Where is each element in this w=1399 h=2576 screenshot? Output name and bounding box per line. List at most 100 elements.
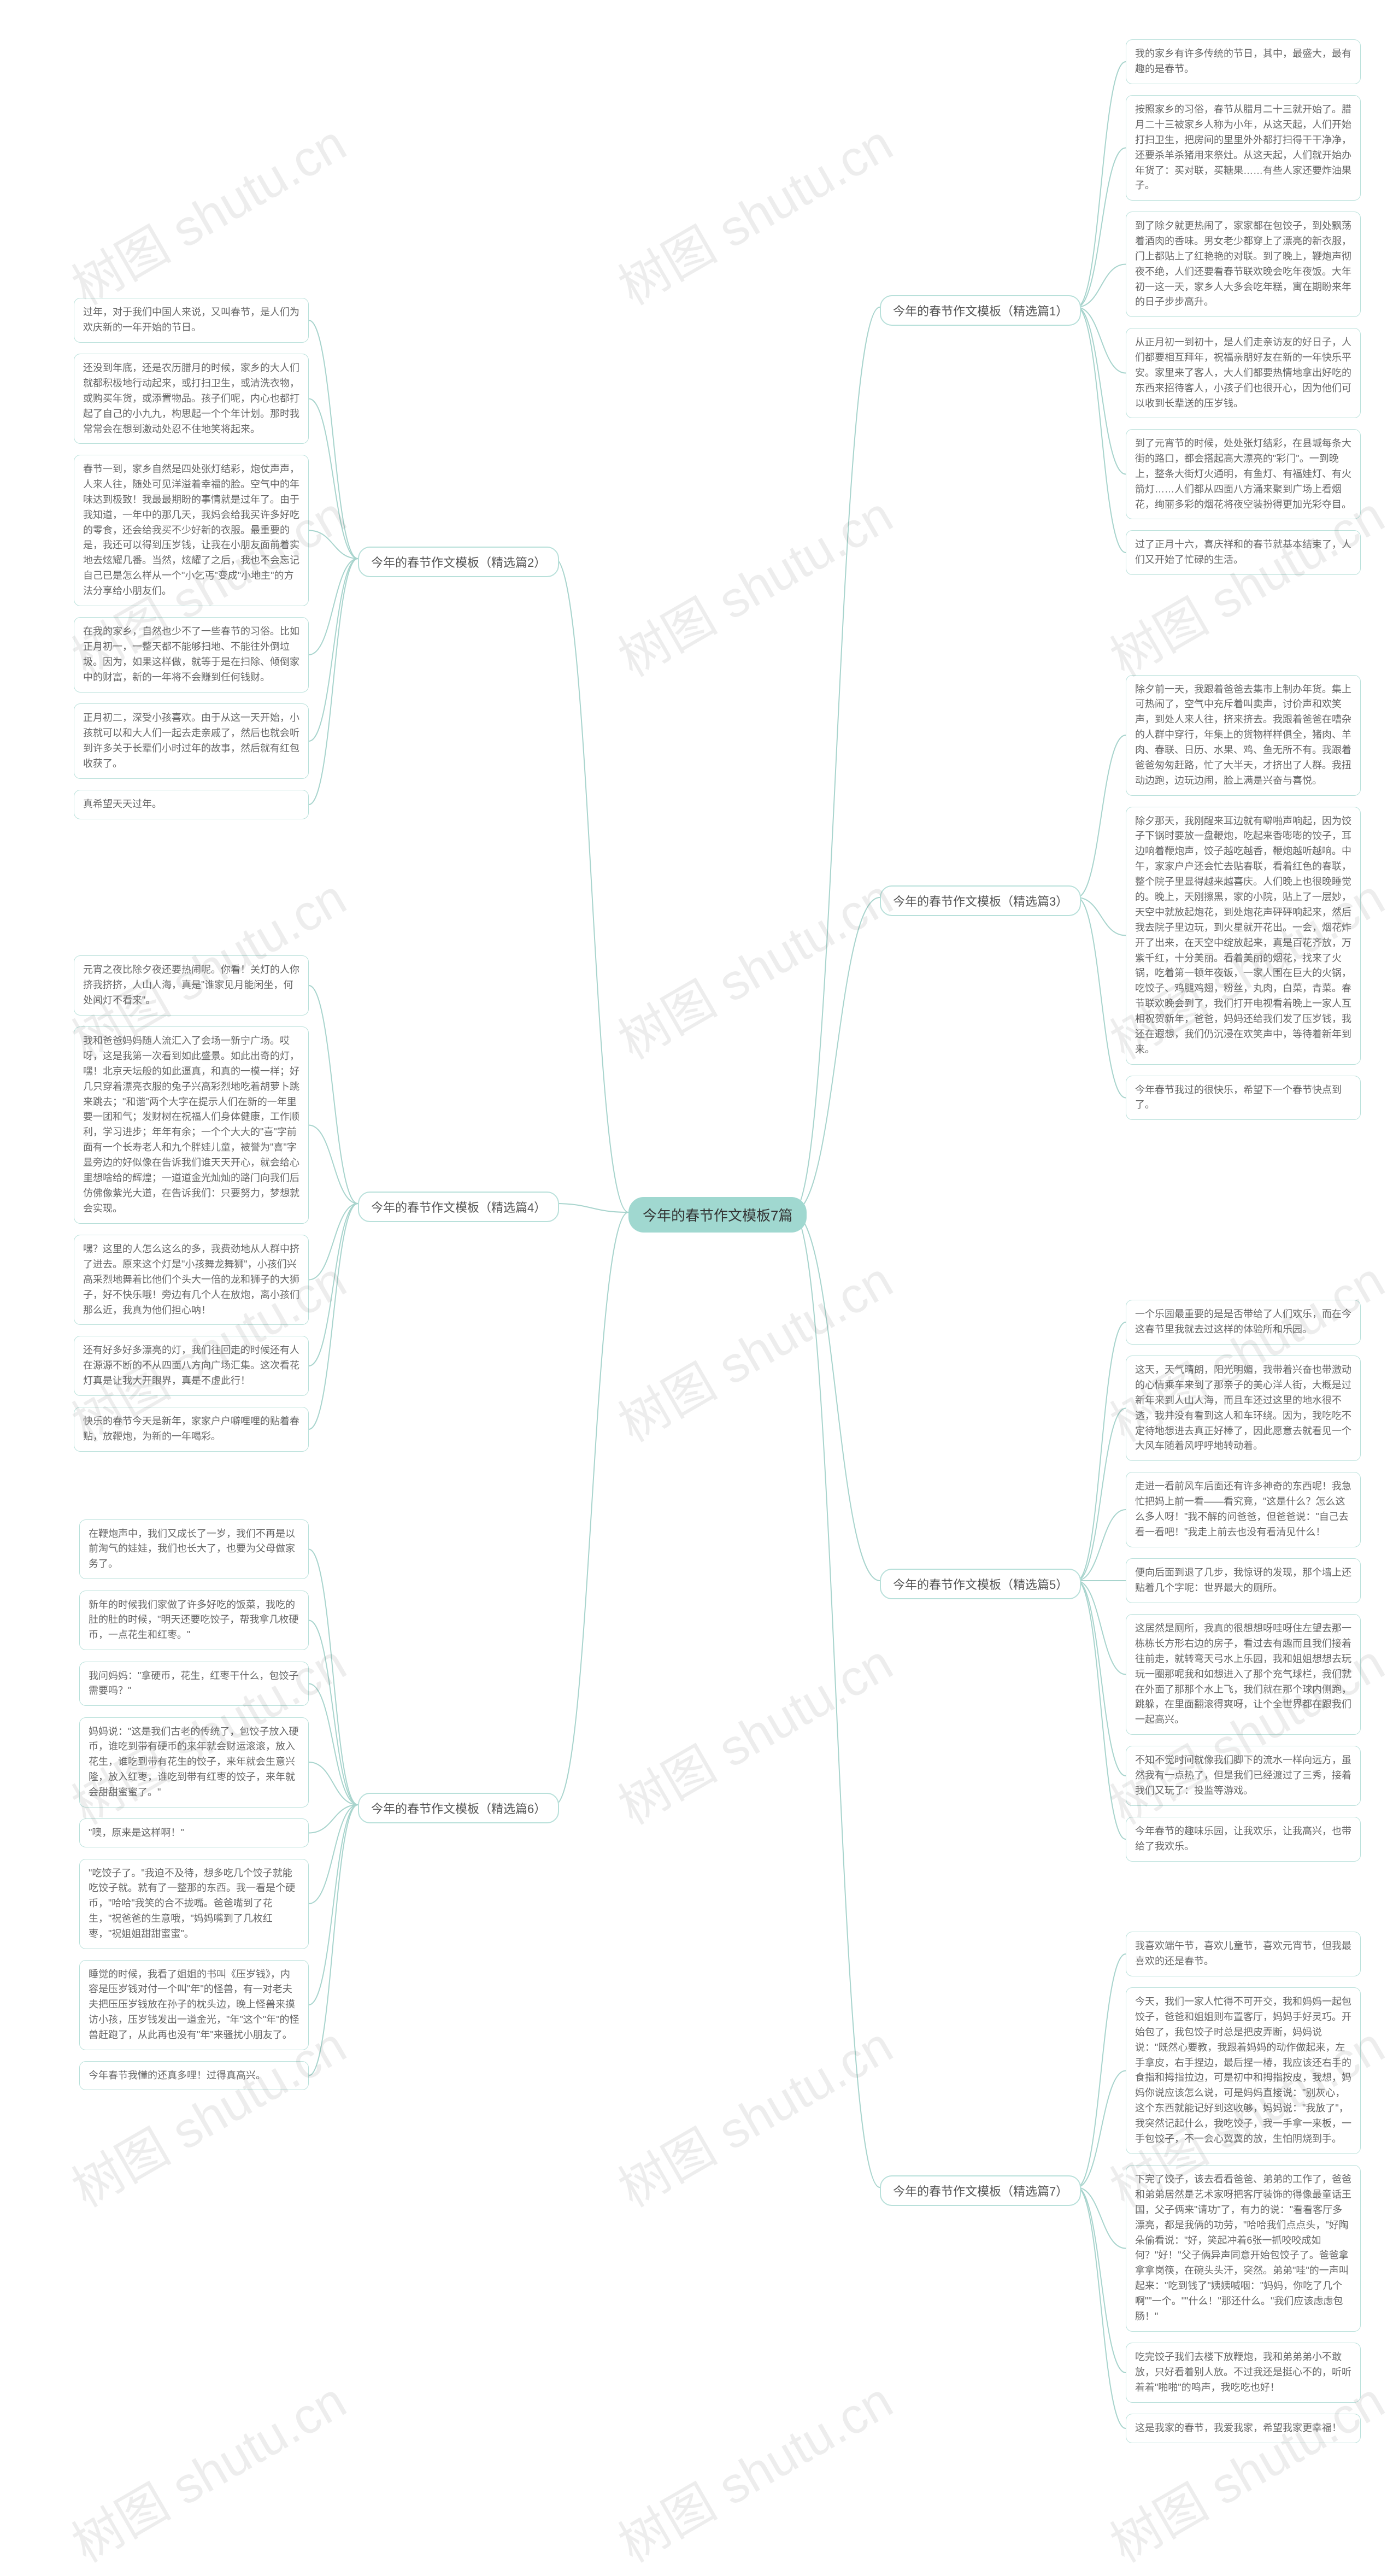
leaf-text: 今天，我们一家人忙得不可开交，我和妈妈一起包饺子，爸爸和姐姐则布置客厅，妈妈手好…: [1135, 1996, 1351, 2144]
leaf-node: 今年春节我懂的还真多哩！过得真高兴。: [79, 2061, 309, 2091]
leaf-node: 走进一看前风车后面还有许多神奇的东西呢！我急忙把妈上前一看——看究竟，"这是什么…: [1126, 1472, 1361, 1547]
leaf-text: 这天，天气晴朗，阳光明媚，我带着兴奋也带激动的心情乘车来到了那亲子的美心洋人街，…: [1135, 1364, 1351, 1451]
watermark: 树图 shutu.cn: [603, 2006, 903, 2221]
leaf-text: 到了除夕就更热闹了，家家都在包饺子，到处飘荡着酒肉的香味。男女老少都穿上了漂亮的…: [1135, 220, 1351, 307]
leaf-text: 还没到年底，还是农历腊月的时候，家乡的大人们就都积极地行动起来，或打扫卫生，或清…: [83, 362, 299, 435]
leaf-node: 便向后面到退了几步，我惊讶的发现，那个墙上还贴着几个字呢：世界最大的厕所。: [1126, 1558, 1361, 1603]
leaf-text: 在鞭炮声中，我们又成长了一岁，我们不再是以前淘气的娃娃，我们也长大了，也要为父母…: [89, 1528, 295, 1570]
branch-node: 今年的春节作文模板（精选篇2）: [358, 547, 559, 577]
branch-label: 今年的春节作文模板（精选篇1）: [893, 304, 1068, 318]
leaf-node: 还没到年底，还是农历腊月的时候，家乡的大人们就都积极地行动起来，或打扫卫生，或清…: [74, 354, 309, 444]
leaf-text: 吃完饺子我们去楼下放鞭炮，我和弟弟弟小不敢放，只好看着别人放。不过我还是挺心不的…: [1135, 2351, 1351, 2393]
branch-node: 今年的春节作文模板（精选篇5）: [880, 1569, 1081, 1599]
leaf-text: 我和爸爸妈妈随人流汇入了会场一新宁广场。哎呀，这是我第一次看到如此盛景。如此出奇…: [83, 1035, 299, 1214]
leaf-text: "噢，原来是这样啊！": [89, 1827, 184, 1838]
leaf-node: "噢，原来是这样啊！": [79, 1818, 309, 1848]
leaf-node: 真希望天天过年。: [74, 790, 309, 819]
branch-label: 今年的春节作文模板（精选篇6）: [371, 1802, 546, 1816]
leaf-node: 我喜欢端午节，喜欢儿童节，喜欢元宵节，但我最喜欢的还是春节。: [1126, 1932, 1361, 1976]
leaf-text: 到了元宵节的时候，处处张灯结彩，在县城每条大街的路口，都会搭起高大漂亮的"彩门"…: [1135, 438, 1351, 510]
leaf-node: 元宵之夜比除夕夜还要热闹呢。你看！关灯的人你挤我挤挤，人山人海，真是"谁家见月能…: [74, 955, 309, 1016]
watermark: 树图 shutu.cn: [603, 1241, 903, 1456]
leaf-node: 到了元宵节的时候，处处张灯结彩，在县城每条大街的路口，都会搭起高大漂亮的"彩门"…: [1126, 429, 1361, 519]
leaf-text: 还有好多好多漂亮的灯，我们往回走的时候还有人在源源不断的不从四面八方向广场汇集。…: [83, 1345, 299, 1386]
leaf-node: 在我的家乡，自然也少不了一些春节的习俗。比如正月初一，一整天都不能够扫地、不能往…: [74, 617, 309, 693]
leaf-text: 妈妈说："这是我们古老的传统了，包饺子放入硬币，谁吃到带有硬币的来年就会财运滚滚…: [89, 1726, 298, 1798]
leaf-text: 我喜欢端午节，喜欢儿童节，喜欢元宵节，但我最喜欢的还是春节。: [1135, 1940, 1351, 1967]
leaf-node: 吃完饺子我们去楼下放鞭炮，我和弟弟弟小不敢放，只好看着别人放。不过我还是挺心不的…: [1126, 2343, 1361, 2403]
leaf-node: "吃饺子了。"我迫不及待，想多吃几个饺子就能吃饺子就。就有了一整那的东西。我一看…: [79, 1859, 309, 1949]
leaf-node: 我和爸爸妈妈随人流汇入了会场一新宁广场。哎呀，这是我第一次看到如此盛景。如此出奇…: [74, 1026, 309, 1224]
leaf-node: 过年，对于我们中国人来说，又叫春节，是人们为欢庆新的一年开始的节日。: [74, 298, 309, 343]
leaf-text: 睡觉的时候，我看了姐姐的书叫《压岁钱》，内容是压岁钱对付一个叫"年"的怪兽，有一…: [89, 1969, 299, 2041]
leaf-node: 今年春节我过的很快乐，希望下一个春节快点到了。: [1126, 1076, 1361, 1120]
leaf-text: 元宵之夜比除夕夜还要热闹呢。你看！关灯的人你挤我挤挤，人山人海，真是"谁家见月能…: [83, 964, 299, 1006]
leaf-text: 在我的家乡，自然也少不了一些春节的习俗。比如正月初一，一整天都不能够扫地、不能往…: [83, 626, 299, 683]
branch-node: 今年的春节作文模板（精选篇4）: [358, 1192, 559, 1222]
leaf-node: 还有好多好多漂亮的灯，我们往回走的时候还有人在源源不断的不从四面八方向广场汇集。…: [74, 1336, 309, 1396]
watermark: 树图 shutu.cn: [57, 104, 357, 319]
leaf-node: 正月初二，深受小孩喜欢。由于从这一天开始，小孩就可以和大人们一起去走亲戚了，然后…: [74, 703, 309, 779]
leaf-text: 一个乐园最重要的是是否带给了人们欢乐，而在今这春节里我就去过这样的体验所和乐园。: [1135, 1308, 1351, 1335]
root-node: 今年的春节作文模板7篇: [628, 1197, 807, 1233]
leaf-text: 从正月初一到初十，是人们走亲访友的好日子，人们都要相互拜年，祝福亲朋好友在新的一…: [1135, 337, 1351, 409]
leaf-node: 到了除夕就更热闹了，家家都在包饺子，到处飘荡着酒肉的香味。男女老少都穿上了漂亮的…: [1126, 212, 1361, 317]
branch-label: 今年的春节作文模板（精选篇5）: [893, 1578, 1068, 1592]
leaf-node: 在鞭炮声中，我们又成长了一岁，我们不再是以前淘气的娃娃，我们也长大了，也要为父母…: [79, 1519, 309, 1580]
leaf-text: 便向后面到退了几步，我惊讶的发现，那个墙上还贴着几个字呢：世界最大的厕所。: [1135, 1567, 1351, 1593]
leaf-node: 这是我家的春节，我爱我家，希望我家更幸福！: [1126, 2414, 1361, 2443]
watermark: 树图 shutu.cn: [603, 476, 903, 691]
leaf-text: 过年，对于我们中国人来说，又叫春节，是人们为欢庆新的一年开始的节日。: [83, 307, 299, 333]
leaf-text: 除夕前一天，我跟着爸爸去集市上制办年货。集上可热闹了，空气中充斥着叫卖声，讨价声…: [1135, 684, 1351, 786]
leaf-node: 不知不觉时间就像我们脚下的流水一样向远方，虽然我有一点热了，但是我们已经渡过了三…: [1126, 1746, 1361, 1806]
leaf-text: 除夕那天，我刚醒来耳边就有噼啪声响起，因为饺子下锅时要放一盘鞭炮，吃起来香嘭嘭的…: [1135, 815, 1351, 1055]
leaf-node: 新年的时候我们家做了许多好吃的饭菜，我吃的肚的肚的时候，"明天还要吃饺子，帮我拿…: [79, 1591, 309, 1651]
leaf-node: 嘿？这里的人怎么这么的多，我费劲地从人群中挤了进去。原来这个灯是"小孩舞龙舞狮"…: [74, 1235, 309, 1325]
leaf-node: 妈妈说："这是我们古老的传统了，包饺子放入硬币，谁吃到带有硬币的来年就会财运滚滚…: [79, 1717, 309, 1808]
leaf-text: "吃饺子了。"我迫不及待，想多吃几个饺子就能吃饺子就。就有了一整那的东西。我一看…: [89, 1868, 295, 1940]
branch-node: 今年的春节作文模板（精选篇7）: [880, 2175, 1081, 2206]
branch-label: 今年的春节作文模板（精选篇7）: [893, 2185, 1068, 2198]
leaf-text: 春节一到，家乡自然是四处张灯结彩，炮仗声声，人来人往，随处可见洋溢着幸福的脸。空…: [83, 463, 299, 596]
leaf-node: 除夕前一天，我跟着爸爸去集市上制办年货。集上可热闹了，空气中充斥着叫卖声，讨价声…: [1126, 675, 1361, 796]
branch-label: 今年的春节作文模板（精选篇3）: [893, 895, 1068, 908]
leaf-node: 按照家乡的习俗，春节从腊月二十三就开始了。腊月二十三被家乡人称为小年，从这天起，…: [1126, 95, 1361, 201]
leaf-node: 今天，我们一家人忙得不可开交，我和妈妈一起包饺子，爸爸和姐姐则布置客厅，妈妈手好…: [1126, 1987, 1361, 2154]
watermark: 树图 shutu.cn: [603, 858, 903, 1073]
leaf-text: 我的家乡有许多传统的节日，其中，最盛大，最有趣的是春节。: [1135, 48, 1351, 74]
leaf-node: 一个乐园最重要的是是否带给了人们欢乐，而在今这春节里我就去过这样的体验所和乐园。: [1126, 1300, 1361, 1345]
root-label: 今年的春节作文模板7篇: [643, 1207, 792, 1224]
watermark: 树图 shutu.cn: [603, 104, 903, 319]
leaf-text: 嘿？这里的人怎么这么的多，我费劲地从人群中挤了进去。原来这个灯是"小孩舞龙舞狮"…: [83, 1243, 299, 1316]
leaf-text: 今年春节的趣味乐园，让我欢乐，让我高兴，也带给了我欢乐。: [1135, 1826, 1351, 1852]
leaf-node: 我问妈妈："拿硬币，花生，红枣干什么，包饺子需要吗？": [79, 1662, 309, 1706]
leaf-text: 今年春节我过的很快乐，希望下一个春节快点到了。: [1135, 1084, 1342, 1111]
leaf-node: 我的家乡有许多传统的节日，其中，最盛大，最有趣的是春节。: [1126, 39, 1361, 84]
branch-node: 今年的春节作文模板（精选篇1）: [880, 295, 1081, 326]
leaf-node: 这居然是厕所，我真的很想想呀哇呀住左望去那一栋栋长方形右边的房子，看过去有趣而且…: [1126, 1614, 1361, 1735]
branch-label: 今年的春节作文模板（精选篇4）: [371, 1201, 546, 1214]
leaf-text: 走进一看前风车后面还有许多神奇的东西呢！我急忙把妈上前一看——看究竟，"这是什么…: [1135, 1481, 1351, 1538]
leaf-text: 不知不觉时间就像我们脚下的流水一样向远方，虽然我有一点热了，但是我们已经渡过了三…: [1135, 1755, 1351, 1796]
leaf-node: 除夕那天，我刚醒来耳边就有噼啪声响起，因为饺子下锅时要放一盘鞭炮，吃起来香嘭嘭的…: [1126, 807, 1361, 1065]
leaf-node: 睡觉的时候，我看了姐姐的书叫《压岁钱》，内容是压岁钱对付一个叫"年"的怪兽，有一…: [79, 1960, 309, 2050]
leaf-node: 春节一到，家乡自然是四处张灯结彩，炮仗声声，人来人往，随处可见洋溢着幸福的脸。空…: [74, 455, 309, 606]
leaf-text: 今年春节我懂的还真多哩！过得真高兴。: [89, 2070, 266, 2081]
leaf-node: 从正月初一到初十，是人们走亲访友的好日子，人们都要相互拜年，祝福亲朋好友在新的一…: [1126, 328, 1361, 418]
leaf-text: 真希望天天过年。: [83, 799, 162, 809]
leaf-node: 下完了饺子，该去看看爸爸、弟弟的工作了，爸爸和弟弟居然是艺术家呀把客厅装饰的得像…: [1126, 2165, 1361, 2332]
branch-label: 今年的春节作文模板（精选篇2）: [371, 556, 546, 570]
leaf-node: 过了正月十六，喜庆祥和的春节就基本结束了，人们又开始了忙碌的生活。: [1126, 530, 1361, 575]
leaf-text: 正月初二，深受小孩喜欢。由于从这一天开始，小孩就可以和大人们一起去走亲戚了，然后…: [83, 712, 299, 769]
branch-node: 今年的春节作文模板（精选篇6）: [358, 1793, 559, 1823]
watermark: 树图 shutu.cn: [603, 2361, 903, 2576]
leaf-text: 这是我家的春节，我爱我家，希望我家更幸福！: [1135, 2422, 1342, 2433]
leaf-node: 这天，天气晴朗，阳光明媚，我带着兴奋也带激动的心情乘车来到了那亲子的美心洋人街，…: [1126, 1356, 1361, 1461]
leaf-node: 今年春节的趣味乐园，让我欢乐，让我高兴，也带给了我欢乐。: [1126, 1817, 1361, 1862]
leaf-text: 新年的时候我们家做了许多好吃的饭菜，我吃的肚的肚的时候，"明天还要吃饺子，帮我拿…: [89, 1599, 298, 1641]
watermark: 树图 shutu.cn: [603, 1623, 903, 1839]
leaf-text: 快乐的春节今天是新年，家家户户噼哩哩的贴着春贴，放鞭炮，为新的一年喝彩。: [83, 1416, 299, 1442]
leaf-node: 快乐的春节今天是新年，家家户户噼哩哩的贴着春贴，放鞭炮，为新的一年喝彩。: [74, 1407, 309, 1452]
leaf-text: 这居然是厕所，我真的很想想呀哇呀住左望去那一栋栋长方形右边的房子，看过去有趣而且…: [1135, 1623, 1351, 1725]
leaf-text: 按照家乡的习俗，春节从腊月二十三就开始了。腊月二十三被家乡人称为小年，从这天起，…: [1135, 104, 1351, 191]
